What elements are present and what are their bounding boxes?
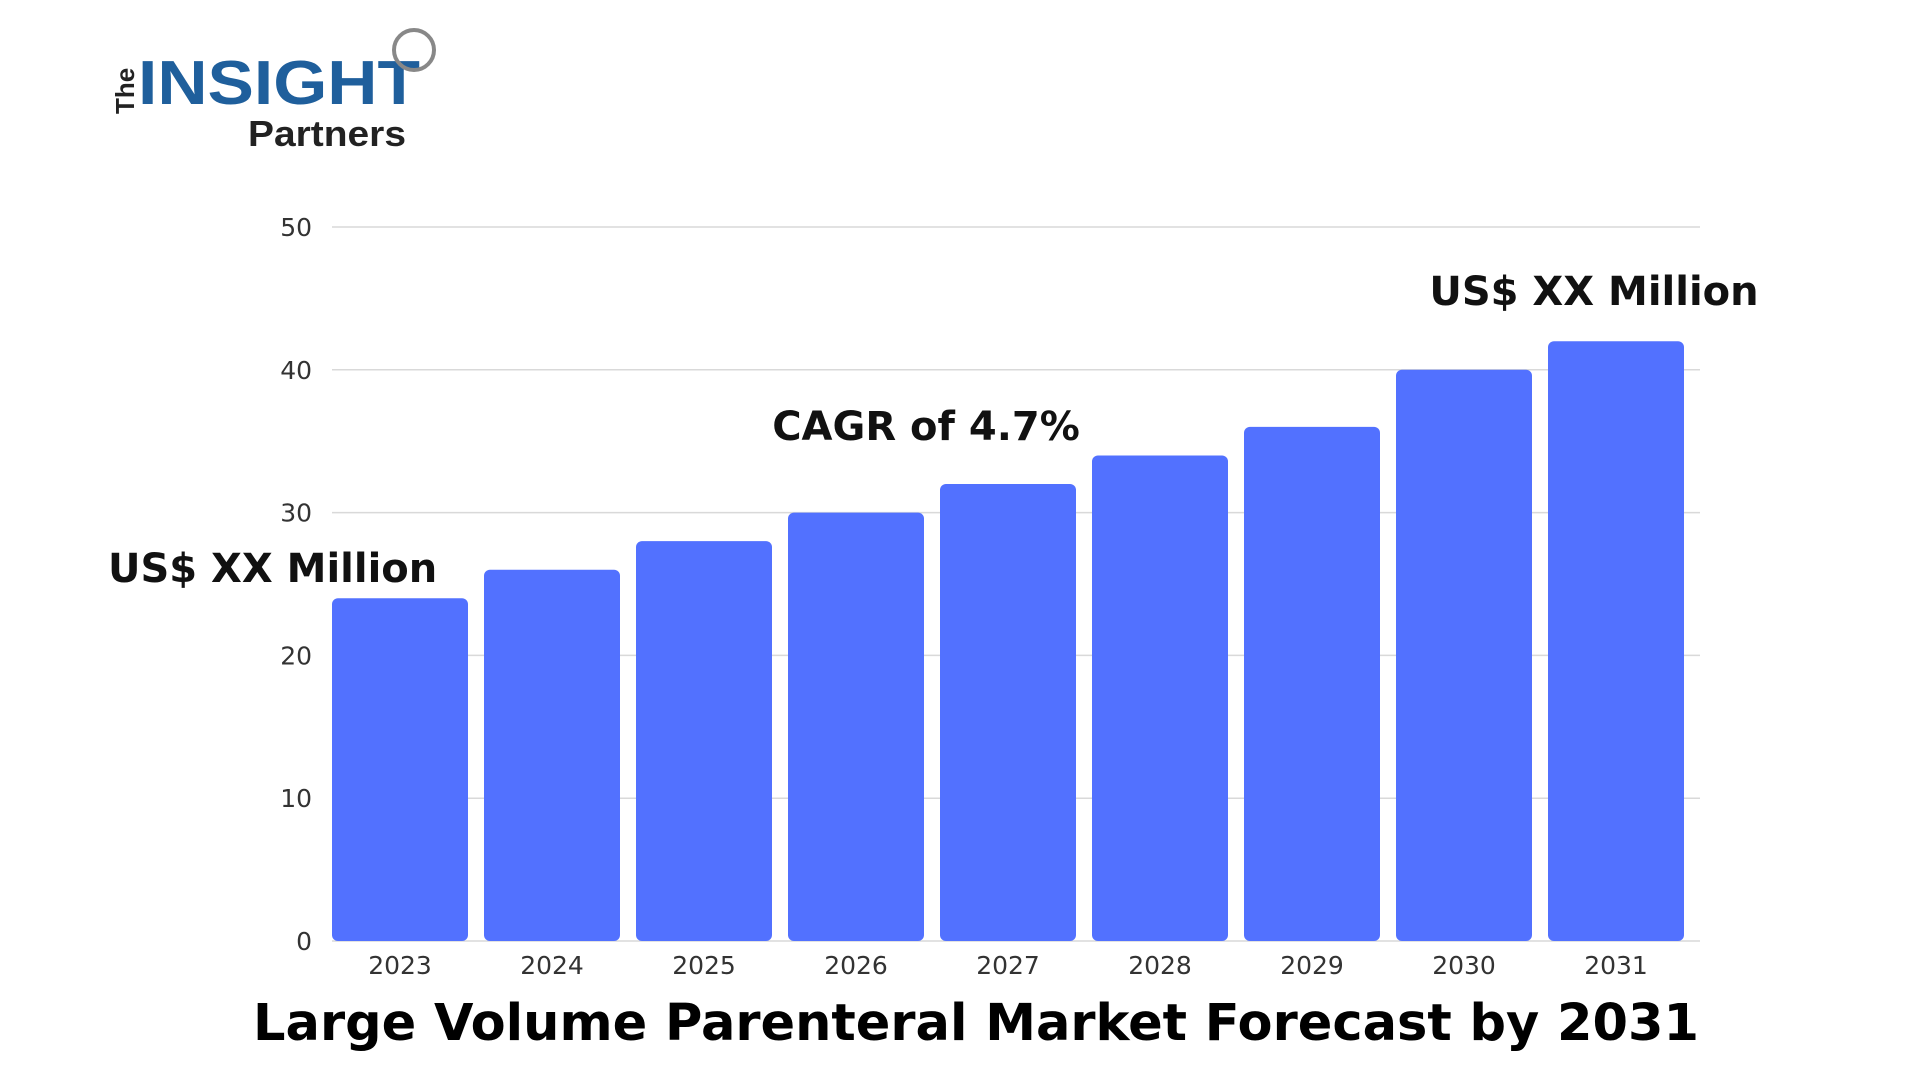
x-tick-label: 2025 xyxy=(672,951,736,980)
y-tick-label: 10 xyxy=(280,784,312,813)
annotation-end-value: US$ XX Million xyxy=(1429,269,1758,315)
annotation-start-value: US$ XX Million xyxy=(108,546,437,592)
magnifier-icon xyxy=(392,28,436,72)
x-tick-label: 2024 xyxy=(520,951,584,980)
x-tick-label: 2029 xyxy=(1280,951,1344,980)
bar-2026 xyxy=(788,512,924,941)
y-tick-labels: 0 10 20 30 40 50 xyxy=(280,213,312,956)
bar-2023 xyxy=(332,598,468,941)
bar-2025 xyxy=(636,541,772,941)
y-tick-label: 50 xyxy=(280,213,312,242)
x-tick-label: 2026 xyxy=(824,951,888,980)
y-tick-label: 0 xyxy=(296,927,312,956)
insight-partners-logo: The INSIGHT Partners xyxy=(110,28,436,152)
x-tick-label: 2023 xyxy=(368,951,432,980)
annotation-cagr: CAGR of 4.7% xyxy=(772,404,1080,450)
x-tick-label: 2030 xyxy=(1432,951,1496,980)
y-tick-label: 20 xyxy=(280,641,312,670)
bar-2028 xyxy=(1092,455,1228,941)
y-tick-label: 30 xyxy=(280,499,312,528)
logo-text-insight: INSIGHT xyxy=(138,49,420,118)
y-tick-label: 40 xyxy=(280,356,312,385)
x-tick-labels: 2023 2024 2025 2026 2027 2028 2029 2030 2031 xyxy=(368,951,1648,980)
logo-text-partners: Partners xyxy=(248,113,406,152)
bar-2031 xyxy=(1548,341,1684,941)
x-tick-label: 2031 xyxy=(1584,951,1648,980)
logo-text-the: The xyxy=(110,68,140,114)
bar-2027 xyxy=(940,484,1076,941)
x-tick-label: 2027 xyxy=(976,951,1040,980)
bar-2030 xyxy=(1396,369,1532,941)
x-tick-label: 2028 xyxy=(1128,951,1192,980)
chart-title: Large Volume Parenteral Market Forecast … xyxy=(253,994,1699,1053)
bars xyxy=(332,341,1684,941)
bar-2024 xyxy=(484,569,620,941)
bar-2029 xyxy=(1244,426,1380,941)
